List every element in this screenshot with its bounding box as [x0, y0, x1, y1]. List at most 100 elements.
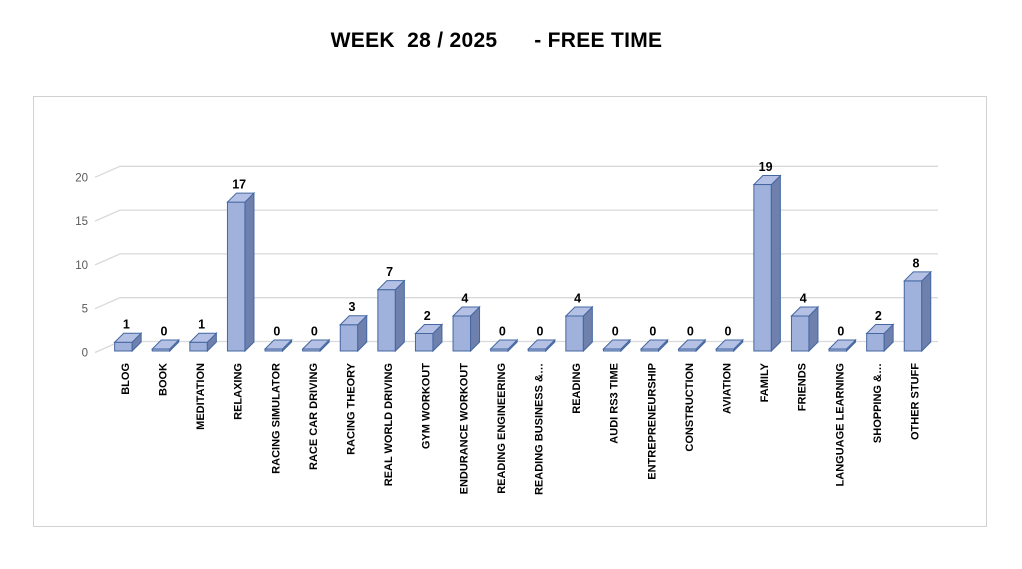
bar-top-face[interactable]: [113, 332, 143, 343]
bar-top-face[interactable]: [639, 339, 669, 350]
value-label-race-car-driving: 0: [311, 325, 318, 339]
bar-top-face[interactable]: [715, 339, 744, 350]
y-tick-label-10: 10: [75, 260, 88, 272]
value-label-reading: 4: [574, 291, 581, 305]
bar-race-car-driving[interactable]: [301, 338, 331, 353]
bar-top-face[interactable]: [790, 306, 820, 317]
bar-other-stuff[interactable]: [903, 270, 932, 353]
bar-book[interactable]: [151, 338, 180, 353]
bar-reading-engineering[interactable]: [489, 338, 519, 353]
bar-front-face[interactable]: [226, 201, 246, 352]
bar-top-face[interactable]: [827, 339, 857, 350]
bar-top-face[interactable]: [376, 280, 406, 291]
bar-real-world-driving[interactable]: [376, 279, 406, 353]
bar-front-face[interactable]: [189, 341, 208, 352]
value-label-real-world-driving: 7: [386, 265, 393, 279]
bar-top-face[interactable]: [414, 323, 444, 334]
bar-front-face[interactable]: [339, 324, 359, 352]
category-label-shopping: SHOPPING &…: [872, 363, 884, 443]
bar-side-face[interactable]: [921, 270, 932, 353]
value-label-reading-engineering: 0: [499, 325, 506, 339]
bar-top-face[interactable]: [677, 339, 707, 350]
bar-front-face[interactable]: [452, 315, 472, 352]
category-label-entrepreneurship: ENTREPRENEURSHIP: [646, 363, 658, 480]
bar-top-face[interactable]: [865, 323, 895, 334]
category-label-meditation: MEDITATION: [195, 363, 207, 430]
bar-shopping[interactable]: [865, 323, 895, 353]
bar-top-face[interactable]: [226, 192, 256, 203]
category-label-friends: FRIENDS: [797, 363, 809, 411]
value-label-relaxing: 17: [232, 178, 246, 192]
bar-audi-rs3-time[interactable]: [602, 338, 632, 353]
bar-blog[interactable]: [113, 332, 143, 353]
bar-racing-simulator[interactable]: [263, 338, 293, 353]
bar-top-face[interactable]: [451, 306, 481, 317]
bar-entrepreneurship[interactable]: [639, 338, 669, 353]
category-label-race-car-driving: RACE CAR DRIVING: [308, 363, 320, 470]
category-label-real-world-driving: REAL WORLD DRIVING: [383, 363, 395, 486]
bar-top-face[interactable]: [339, 315, 368, 326]
category-label-construction: CONSTRUCTION: [684, 363, 696, 452]
value-label-family: 19: [759, 160, 773, 174]
value-label-gym-workout: 2: [424, 309, 431, 323]
bar-family[interactable]: [752, 174, 782, 353]
bar-gym-workout[interactable]: [414, 323, 444, 353]
bar-side-face[interactable]: [394, 279, 405, 353]
bar-top-face[interactable]: [564, 306, 594, 317]
bar-top-face[interactable]: [903, 271, 932, 282]
bar-front-face[interactable]: [114, 341, 133, 352]
category-label-gym-workout: GYM WORKOUT: [421, 363, 433, 449]
bar-friends[interactable]: [790, 305, 820, 353]
bar-top-face[interactable]: [602, 339, 632, 350]
bar-front-face[interactable]: [565, 315, 584, 352]
bar-racing-theory[interactable]: [339, 314, 368, 353]
y-tick-label-15: 15: [75, 216, 88, 228]
category-label-reading-engineering: READING ENGINEERING: [496, 363, 508, 494]
bar-reading-business[interactable]: [527, 338, 556, 353]
bar-relaxing[interactable]: [226, 191, 256, 353]
value-label-racing-simulator: 0: [273, 325, 280, 339]
value-label-book: 0: [161, 325, 168, 339]
bar-front-face[interactable]: [903, 280, 923, 352]
value-label-endurance-workout: 4: [461, 291, 468, 305]
bar-side-face[interactable]: [770, 174, 781, 353]
bar-front-face[interactable]: [377, 289, 396, 352]
bar-side-face[interactable]: [244, 191, 255, 353]
bar-endurance-workout[interactable]: [451, 305, 481, 353]
bar-aviation[interactable]: [715, 338, 744, 353]
bar-language-learning[interactable]: [827, 338, 857, 353]
bar-top-face[interactable]: [527, 339, 556, 350]
gridline-10: [94, 253, 938, 266]
gridline-20: [94, 165, 938, 178]
bar-top-face[interactable]: [188, 332, 218, 343]
bar-top-face[interactable]: [489, 339, 519, 350]
category-label-language-learning: LANGUAGE LEARNING: [834, 363, 846, 486]
category-label-blog: BLOG: [120, 363, 132, 395]
bar-reading[interactable]: [564, 305, 594, 353]
bar-meditation[interactable]: [188, 332, 218, 353]
category-label-family: FAMILY: [759, 362, 771, 402]
bar-top-face[interactable]: [752, 175, 782, 186]
bar-top-face[interactable]: [263, 339, 293, 350]
bar-front-face[interactable]: [866, 332, 885, 352]
value-label-reading-business: 0: [537, 325, 544, 339]
bar-front-face[interactable]: [414, 332, 434, 352]
category-label-other-stuff: OTHER STUFF: [910, 363, 922, 440]
category-label-relaxing: RELAXING: [233, 363, 245, 420]
bar-top-face[interactable]: [151, 339, 180, 350]
chart-area-frame: [33, 96, 987, 527]
bar-front-face[interactable]: [790, 315, 810, 352]
bar-front-face[interactable]: [753, 184, 772, 352]
category-label-racing-theory: RACING THEORY: [346, 362, 358, 455]
bar-construction[interactable]: [677, 338, 707, 353]
chart-title: WEEK 28 / 2025 - FREE TIME: [330, 29, 663, 52]
bar-top-face[interactable]: [301, 339, 331, 350]
value-label-construction: 0: [687, 325, 694, 339]
gridline-5: [94, 297, 938, 310]
category-label-reading-business: READING BUSINESS &…: [534, 363, 546, 495]
y-tick-label-0: 0: [82, 348, 88, 360]
value-label-meditation: 1: [198, 318, 205, 332]
y-tick-label-5: 5: [82, 304, 88, 316]
category-label-book: BOOK: [158, 363, 170, 396]
